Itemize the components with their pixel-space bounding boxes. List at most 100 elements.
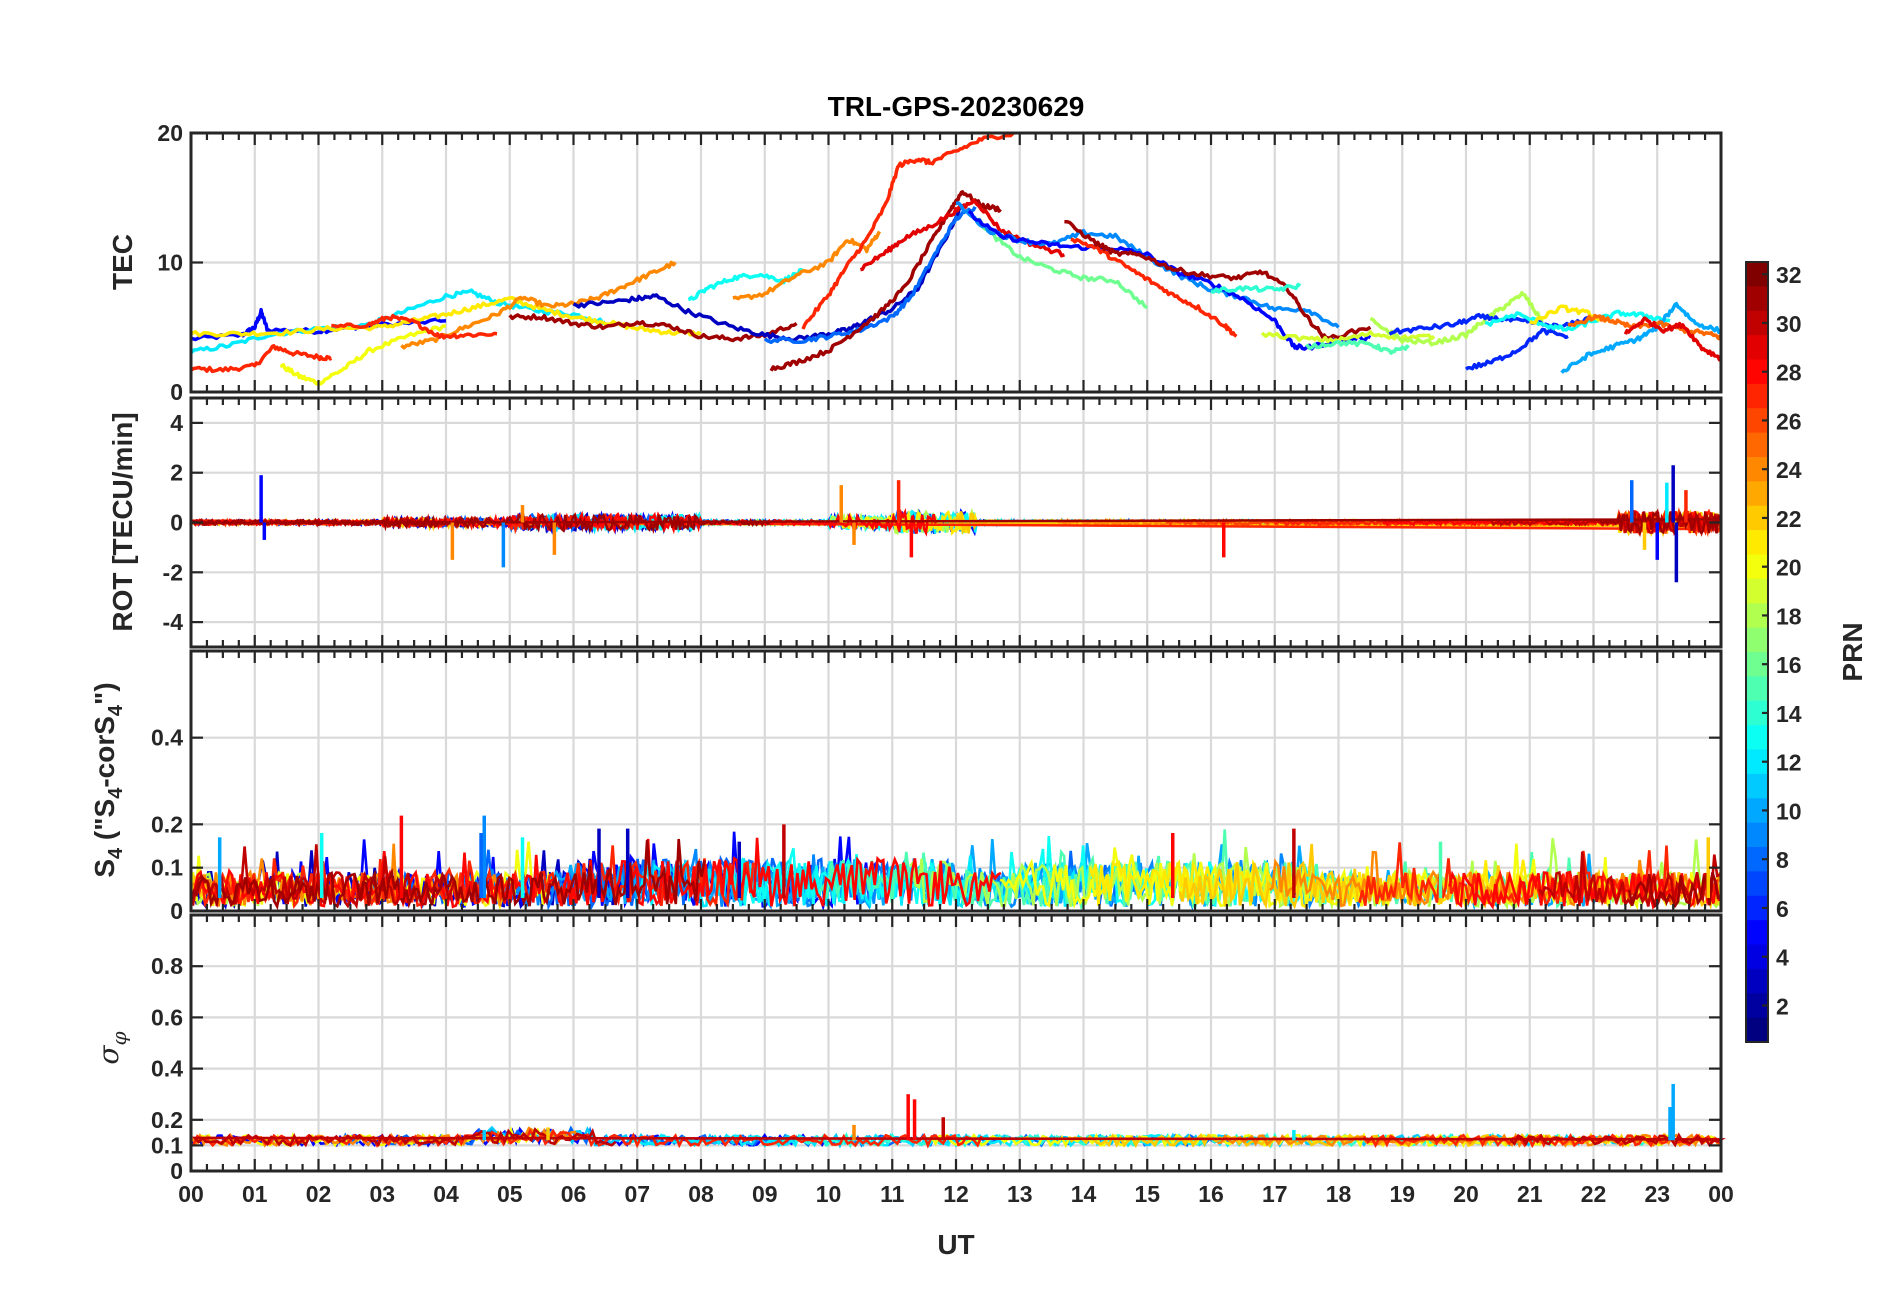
colorbar-cell bbox=[1746, 749, 1768, 775]
colorbar-cell bbox=[1746, 944, 1768, 970]
x-axis-label: UT bbox=[937, 1229, 974, 1260]
tec-series-prn24 bbox=[732, 230, 882, 301]
colorbar-tick-label: 2 bbox=[1776, 993, 1789, 1019]
tec-series-prn18 bbox=[1369, 291, 1544, 347]
x-tick-label: 14 bbox=[1071, 1181, 1097, 1207]
colorbar-cell bbox=[1746, 822, 1768, 848]
rot-ytick-label: 4 bbox=[170, 410, 183, 436]
x-tick-label: 21 bbox=[1517, 1181, 1543, 1207]
x-tick-label: 10 bbox=[816, 1181, 842, 1207]
rot-ytick-label: -2 bbox=[163, 559, 183, 585]
tec-series-prn27 bbox=[1070, 237, 1238, 338]
sigma-ytick-label: 0.4 bbox=[151, 1056, 183, 1082]
s4-ylabel: S4 ("S4-corS4") bbox=[89, 682, 127, 877]
sigma-ylabel: σφ bbox=[92, 1031, 131, 1064]
s4-ylabel-mid2: -corS bbox=[89, 716, 120, 788]
colorbar-cell bbox=[1746, 725, 1768, 751]
s4-ytick-label: 0.1 bbox=[151, 855, 183, 881]
s4-ytick-label: 0 bbox=[170, 898, 183, 924]
colorbar-tick-label: 30 bbox=[1776, 311, 1802, 337]
tec-series-prn14 bbox=[1210, 282, 1302, 294]
colorbar-tick-label: 26 bbox=[1776, 408, 1802, 434]
s4-ylabel-sub2: 4 bbox=[105, 787, 127, 799]
sigma-ylabel-main: σ bbox=[92, 1045, 125, 1065]
colorbar-cell bbox=[1746, 335, 1768, 361]
colorbar-cell bbox=[1746, 968, 1768, 994]
colorbar-cell bbox=[1746, 578, 1768, 604]
tec-series-prn8 bbox=[763, 205, 977, 345]
colorbar-tick-label: 14 bbox=[1776, 701, 1802, 727]
colorbar-tick-label: 18 bbox=[1776, 603, 1802, 629]
tec-series-prn31 bbox=[508, 313, 798, 343]
colorbar-cell bbox=[1746, 408, 1768, 434]
colorbar-cell bbox=[1746, 676, 1768, 702]
tec-ytick-label: 20 bbox=[157, 120, 183, 146]
colorbar-tick-label: 8 bbox=[1776, 847, 1789, 873]
tec-ytick-label: 10 bbox=[157, 250, 183, 276]
rot-series-prn31 bbox=[188, 508, 1723, 538]
tec-series-prn31 bbox=[769, 190, 1002, 372]
tec-series-prn27 bbox=[331, 313, 498, 340]
x-tick-label: 08 bbox=[688, 1181, 714, 1207]
sigma-ytick-label: 0.8 bbox=[151, 953, 183, 979]
x-tick-label: 03 bbox=[369, 1181, 395, 1207]
colorbar-tick-label: 4 bbox=[1776, 945, 1789, 971]
x-tick-label: 06 bbox=[561, 1181, 587, 1207]
colorbar-cell bbox=[1746, 457, 1768, 482]
grid-layer bbox=[191, 133, 1721, 1171]
rot-ytick-label: 0 bbox=[170, 510, 183, 536]
colorbar-cell bbox=[1746, 383, 1768, 409]
colorbar-tick-label: 28 bbox=[1776, 360, 1802, 386]
colorbar-cell bbox=[1746, 481, 1768, 507]
colorbar-cell bbox=[1746, 920, 1768, 946]
colorbar-cell bbox=[1746, 700, 1768, 726]
tec-series-prn5 bbox=[967, 209, 1372, 351]
s4-ylabel-sub1: 4 bbox=[105, 847, 127, 859]
x-tick-label: 09 bbox=[752, 1181, 778, 1207]
figure-title: TRL-GPS-20230629 bbox=[828, 91, 1085, 122]
colorbar-tick-label: 10 bbox=[1776, 798, 1802, 824]
colorbar-cell bbox=[1746, 627, 1768, 653]
sigma-ytick-label: 0.2 bbox=[151, 1107, 183, 1133]
s4-series-prn31 bbox=[189, 838, 706, 911]
rot-ytick-label: -4 bbox=[163, 609, 184, 635]
tec-series-prn31 bbox=[1064, 219, 1372, 341]
tec-series-prn10 bbox=[1560, 301, 1722, 374]
colorbar-tick-label: 16 bbox=[1776, 652, 1802, 678]
tec-series-prn15 bbox=[1305, 339, 1410, 355]
colorbar-cell bbox=[1746, 895, 1768, 921]
tec-series-prn3 bbox=[572, 203, 964, 342]
tec-series-prn16 bbox=[967, 211, 1149, 310]
tec-series-prn6 bbox=[1464, 327, 1569, 371]
x-tick-label: 17 bbox=[1262, 1181, 1288, 1207]
s4-ylabel-s: S bbox=[89, 859, 120, 878]
x-tick-label: 12 bbox=[943, 1181, 969, 1207]
colorbar-cell bbox=[1746, 530, 1768, 556]
colorbar-tick-label: 12 bbox=[1776, 750, 1802, 776]
s4-ytick-label: 0.4 bbox=[151, 725, 183, 751]
data-layer bbox=[188, 131, 1727, 1149]
x-tick-label: 00 bbox=[178, 1181, 204, 1207]
sigma-ytick-label: 0.1 bbox=[151, 1132, 183, 1158]
tec-series-prn20 bbox=[280, 324, 447, 386]
tec-series-prn12 bbox=[189, 288, 607, 355]
s4-ytick-label: 0.2 bbox=[151, 811, 183, 837]
x-tick-label: 18 bbox=[1326, 1181, 1352, 1207]
colorbar-tick-label: 24 bbox=[1776, 457, 1802, 483]
x-tick-label: 01 bbox=[242, 1181, 268, 1207]
sigma-ytick-label: 0 bbox=[170, 1158, 183, 1184]
sigma-series-prn30 bbox=[191, 1127, 1727, 1148]
s4-ylabel-sub3: 4 bbox=[105, 704, 127, 716]
colorbar-cell bbox=[1746, 359, 1768, 385]
colorbar-tick-label: 20 bbox=[1776, 555, 1802, 581]
x-tick-label: 19 bbox=[1389, 1181, 1415, 1207]
tec-ytick-label: 0 bbox=[170, 379, 183, 405]
x-tick-label: 22 bbox=[1581, 1181, 1607, 1207]
x-tick-label: 20 bbox=[1453, 1181, 1479, 1207]
tec-series-prn21 bbox=[190, 295, 702, 338]
x-tick-label: 05 bbox=[497, 1181, 523, 1207]
colorbar-cell bbox=[1746, 554, 1768, 580]
colorbar-cell bbox=[1746, 505, 1768, 531]
x-tick-label: 23 bbox=[1644, 1181, 1670, 1207]
